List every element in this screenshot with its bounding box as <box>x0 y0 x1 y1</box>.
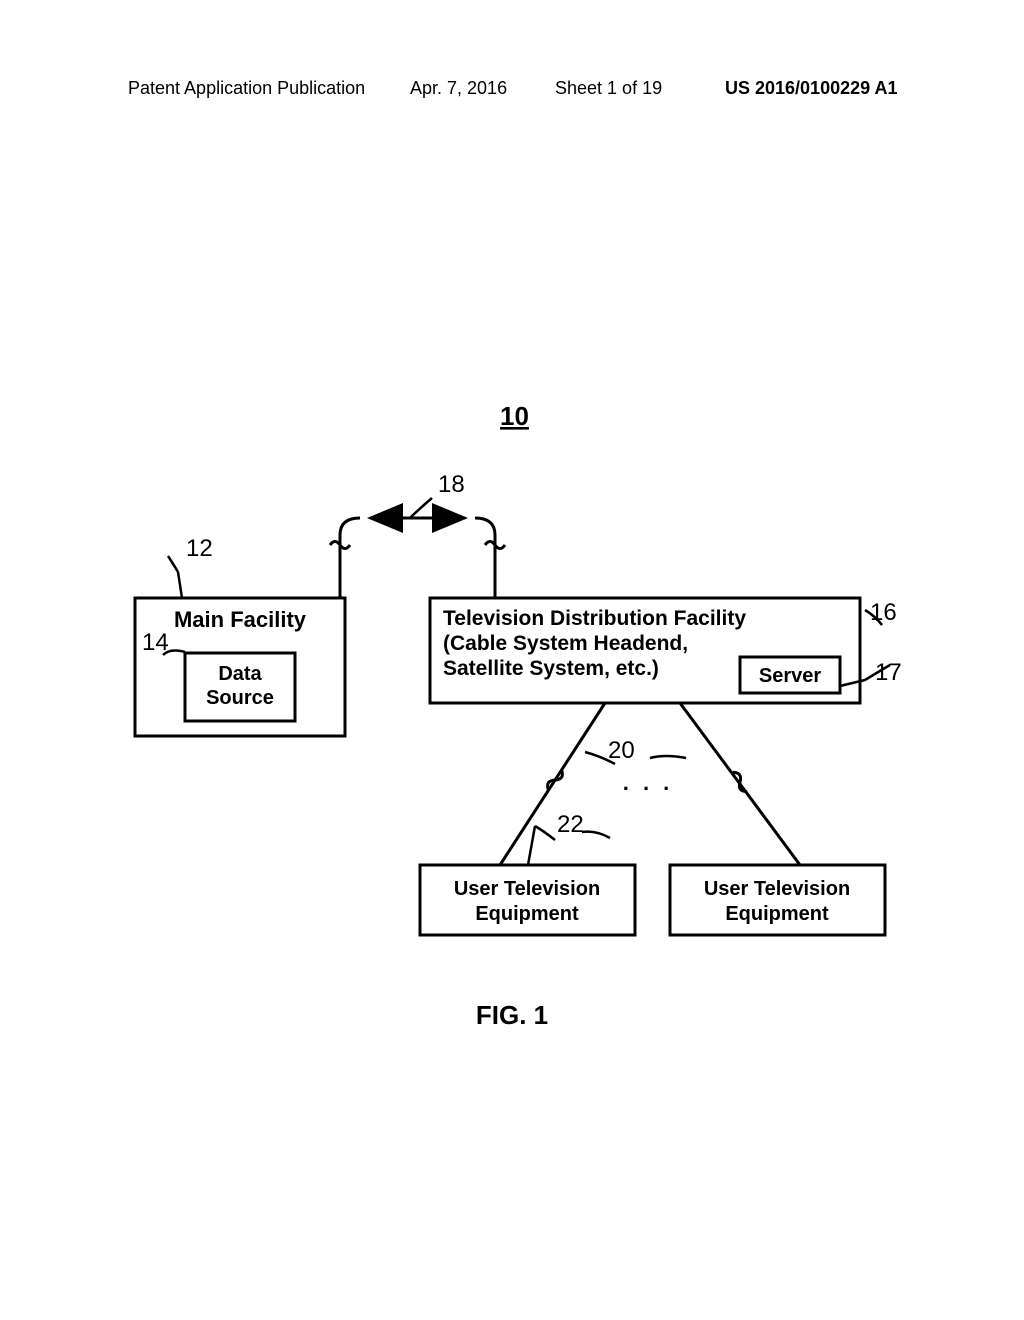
callout-20-leader2 <box>650 756 686 758</box>
callout-12: 12 <box>186 535 213 562</box>
callout-17: 17 <box>875 659 902 686</box>
callout-22-line <box>528 826 535 865</box>
callout-22-leader-l <box>535 826 555 840</box>
label-tvdist-3: Satellite System, etc.) <box>443 657 659 680</box>
label-tvdist-2: (Cable System Headend, <box>443 632 688 655</box>
label-data-source-2: Source <box>206 687 274 709</box>
link-right-curve <box>475 518 495 535</box>
label-ute2-1: User Television <box>704 878 850 900</box>
refnum-10: 10 <box>500 401 529 431</box>
callout-18-leader <box>410 498 432 518</box>
label-ute1-1: User Television <box>454 878 600 900</box>
callout-20: 20 <box>608 737 635 764</box>
callout-18: 18 <box>438 471 465 498</box>
diagram-svg: 10 18 Main Facility 12 Data Source 14 <box>0 0 1024 1320</box>
label-server: Server <box>759 665 821 687</box>
callout-14: 14 <box>142 629 169 656</box>
label-ute1-2: Equipment <box>475 903 579 925</box>
callout-16: 16 <box>870 599 897 626</box>
label-main-facility: Main Facility <box>174 607 307 632</box>
callout-12-leader <box>168 556 178 572</box>
callout-22-leader-r <box>582 832 610 838</box>
fanout-break-1 <box>545 768 565 792</box>
figure-label: FIG. 1 <box>0 1000 1024 1031</box>
callout-12-line <box>178 572 182 598</box>
dots: . . . <box>623 770 674 795</box>
callout-22: 22 <box>557 811 584 838</box>
link-left-curve <box>340 518 360 535</box>
label-ute2-2: Equipment <box>725 903 829 925</box>
label-data-source-1: Data <box>218 663 262 685</box>
fanout-line-1 <box>500 703 605 865</box>
label-tvdist-1: Television Distribution Facility <box>443 607 746 630</box>
page: Patent Application Publication Apr. 7, 2… <box>0 0 1024 1320</box>
